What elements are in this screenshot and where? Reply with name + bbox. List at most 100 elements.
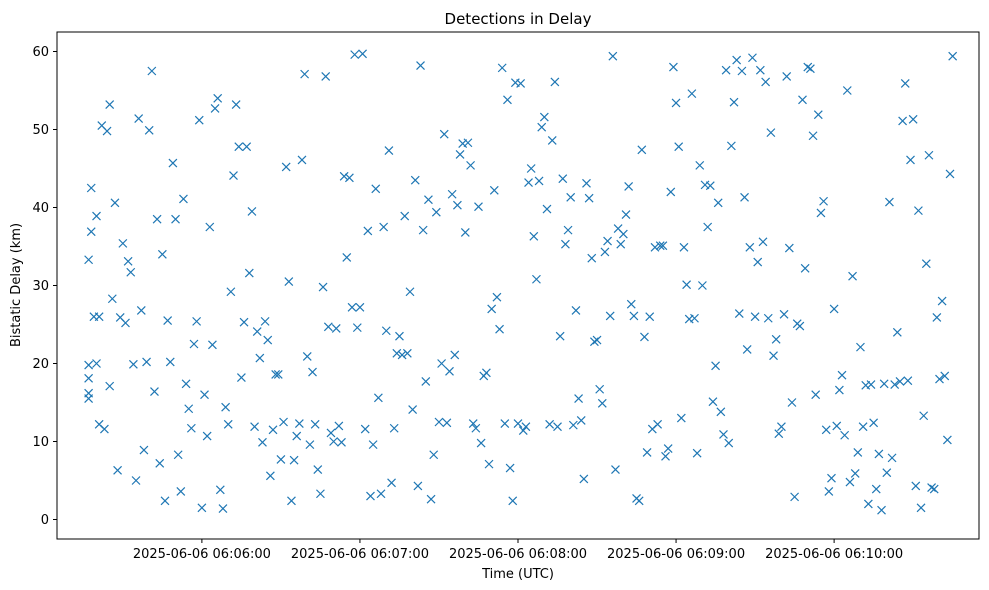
data-point [487,304,497,314]
data-point [289,455,299,465]
data-point [645,312,655,322]
data-point [587,253,597,263]
data-point [882,468,892,478]
data-point [84,255,94,265]
data-point [503,95,512,105]
data-point [713,198,723,208]
y-tick-label: 0 [41,513,49,528]
data-point [408,405,418,414]
data-point [92,359,101,368]
data-point [703,222,713,232]
data-point [131,476,141,485]
data-point [395,331,404,341]
data-point [603,236,612,246]
data-point [518,426,528,436]
data-point [205,222,215,232]
data-point [784,243,794,253]
data-point [611,465,620,475]
data-point [805,64,815,74]
data-point [273,369,283,379]
data-point [582,178,591,188]
data-point [877,505,886,515]
data-point [863,499,873,509]
data-point [929,484,939,494]
data-point [774,429,784,439]
data-point [595,384,605,394]
data-point [200,390,209,400]
x-tick-label: 2025-06-06 06:06:00 [133,547,271,562]
data-point [360,424,370,434]
data-point [545,419,555,429]
data-point [268,425,278,435]
data-point [176,486,186,496]
data-point [753,257,763,267]
data-point [223,419,233,429]
data-point [547,135,557,145]
data-point [560,239,570,249]
y-tick-label: 30 [32,279,49,294]
data-point [368,440,378,450]
data-point [558,174,568,184]
data-point [373,393,383,403]
data-point [811,390,821,400]
data-point [84,388,94,398]
data-point [342,252,352,262]
data-point [387,478,396,488]
data-point [258,437,267,447]
data-point [618,229,628,239]
data-point [842,86,852,95]
data-point [263,335,273,345]
data-point [500,419,510,428]
data-point [777,422,786,432]
data-point [344,173,354,183]
data-point [676,413,686,423]
data-point [442,418,452,428]
data-point [381,326,391,336]
y-tick-label: 40 [32,201,49,216]
data-point [666,187,676,197]
data-point [508,496,518,506]
data-point [769,351,778,361]
data-point [429,450,439,460]
x-axis: 2025-06-06 06:06:00 2025-06-06 06:07:00 20… [133,539,903,562]
data-point [937,296,947,306]
data-point [118,238,128,248]
data-point [468,419,478,428]
data-point [229,171,238,180]
data-point [697,281,707,290]
data-point [276,455,286,464]
data-point [616,239,626,249]
data-point [534,176,544,186]
data-point [476,438,486,448]
data-point [516,79,526,88]
data-point [555,331,565,341]
data-point [463,138,473,148]
data-point [413,481,423,491]
data-point [460,228,470,237]
data-point [300,69,310,79]
data-point [347,302,357,312]
data-point [110,198,120,208]
data-point [803,62,813,72]
data-point [705,181,715,191]
data-point [405,287,415,297]
data-point [755,65,765,75]
data-point [450,350,460,360]
data-point [355,302,365,312]
data-point [358,49,368,59]
data-point [624,182,634,191]
data-point [339,171,349,181]
data-point [832,421,842,431]
data-point [231,100,241,109]
data-point [795,321,805,331]
data-point [157,249,167,259]
data-point [837,370,847,380]
data-point [305,440,315,450]
data-point [121,318,130,328]
data-point [542,204,552,214]
data-point [589,337,599,347]
data-point [168,158,178,168]
data-point [173,450,183,460]
data-point [600,247,610,257]
data-point [244,268,254,278]
